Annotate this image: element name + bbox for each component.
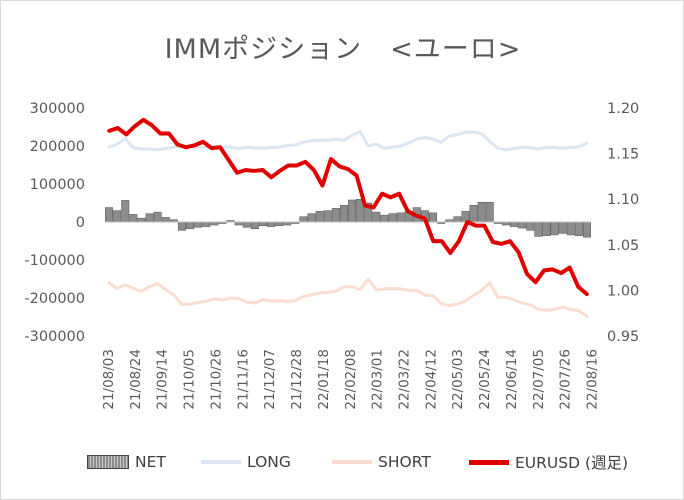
- net-bar: [429, 212, 438, 223]
- x-tick-label: 22/02/08: [343, 349, 359, 410]
- legend-swatch-eurusd: [469, 459, 509, 465]
- net-bar: [299, 216, 308, 223]
- net-bar: [348, 199, 357, 223]
- x-tick-label: 21/10/26: [209, 349, 225, 410]
- net-bar: [550, 221, 559, 236]
- x-axis-ticks: 21/08/03 21/08/24 21/09/14 21/10/05 21/10/26…: [101, 349, 601, 410]
- eurusd-line: [107, 117, 589, 297]
- net-bar: [485, 201, 494, 223]
- net-bar: [534, 221, 543, 237]
- x-tick-label: 22/01/18: [316, 349, 332, 410]
- net-bar: [250, 221, 259, 230]
- y-left-tick-label: -100000: [24, 253, 85, 269]
- net-bar: [161, 217, 170, 223]
- x-tick-label: 22/03/22: [397, 349, 413, 410]
- short-line: [107, 277, 589, 318]
- y-right-tick-label: 1.20: [607, 101, 639, 117]
- net-bar: [526, 221, 535, 231]
- x-tick-label: 21/08/24: [128, 349, 144, 410]
- legend-item-long: LONG: [201, 447, 291, 477]
- net-bar: [137, 217, 146, 223]
- net-bar: [518, 221, 527, 229]
- net-bar: [315, 211, 324, 223]
- y-left-tick-label: -200000: [24, 291, 85, 307]
- legend-label-long: LONG: [247, 453, 291, 471]
- net-bar: [510, 221, 519, 227]
- net-bar: [121, 200, 130, 223]
- legend: NET LONG SHORT EURUSD (週足): [1, 447, 683, 477]
- net-bar: [153, 211, 162, 223]
- net-bar: [331, 208, 340, 223]
- net-bar: [275, 221, 284, 227]
- right-axis-ticks: 1.20 1.15 1.10 1.05 1.00 0.95: [607, 101, 639, 345]
- net-bar: [202, 221, 211, 227]
- net-bar: [267, 221, 276, 227]
- net-bar: [242, 221, 251, 228]
- net-bar: [469, 205, 478, 223]
- y-right-tick-label: 1.15: [607, 147, 639, 163]
- x-tick-label: 21/12/28: [289, 349, 305, 410]
- y-left-tick-label: 300000: [30, 101, 85, 117]
- net-bar: [542, 221, 551, 236]
- x-tick-label: 21/08/03: [101, 349, 117, 410]
- net-bar: [453, 216, 462, 223]
- y-right-tick-label: 0.95: [607, 329, 639, 345]
- x-tick-label: 22/06/14: [504, 349, 520, 410]
- net-bar: [194, 221, 203, 228]
- net-bar: [396, 212, 405, 223]
- legend-item-net: NET: [87, 447, 166, 477]
- net-bar: [129, 214, 138, 223]
- y-left-tick-label: 0: [76, 215, 85, 231]
- net-bar: [258, 221, 267, 227]
- y-right-tick-label: 1.10: [607, 192, 639, 208]
- x-tick-label: 22/05/03: [450, 349, 466, 410]
- chart-title: IMMポジション <ユーロ>: [164, 34, 522, 65]
- net-bar: [145, 213, 154, 223]
- net-bar: [339, 205, 348, 223]
- x-tick-label: 22/07/26: [558, 349, 574, 410]
- x-tick-label: 22/07/05: [531, 349, 547, 410]
- net-bar: [177, 221, 186, 231]
- y-left-tick-label: 200000: [30, 139, 85, 155]
- net-bar: [558, 221, 567, 234]
- net-bar: [372, 211, 381, 223]
- short-series-line: [107, 277, 589, 318]
- x-tick-label: 21/09/14: [155, 349, 171, 410]
- net-bar: [477, 201, 486, 223]
- net-bar: [186, 221, 195, 230]
- legend-swatch-net: [87, 455, 129, 469]
- legend-item-eurusd: EURUSD (週足): [469, 447, 628, 477]
- left-axis-ticks: 300000 200000 100000 0 -100000 -200000 -300000: [24, 101, 85, 345]
- x-tick-label: 22/05/24: [477, 349, 493, 410]
- y-right-tick-label: 1.00: [607, 283, 639, 299]
- x-tick-label: 22/08/16: [585, 349, 601, 410]
- net-bar: [113, 210, 122, 223]
- net-bar: [380, 214, 389, 223]
- net-bar: [323, 210, 332, 223]
- net-bar: [307, 213, 316, 223]
- y-right-tick-label: 1.05: [607, 238, 639, 254]
- x-tick-label: 21/12/07: [262, 349, 278, 410]
- x-tick-label: 22/04/12: [423, 349, 439, 410]
- legend-label-short: SHORT: [378, 453, 431, 471]
- y-left-tick-label: -300000: [24, 329, 85, 345]
- legend-label-net: NET: [135, 453, 166, 471]
- x-tick-label: 21/11/16: [235, 349, 251, 410]
- legend-swatch-long: [201, 460, 241, 464]
- x-tick-label: 21/10/05: [182, 349, 198, 410]
- net-bar: [574, 221, 583, 236]
- net-bar: [388, 213, 397, 223]
- net-bar: [566, 221, 575, 236]
- legend-item-short: SHORT: [332, 447, 431, 477]
- legend-swatch-short: [332, 460, 372, 464]
- net-bar: [582, 221, 591, 238]
- y-left-tick-label: 100000: [30, 177, 85, 193]
- net-bar: [105, 207, 114, 223]
- legend-label-eurusd: EURUSD (週足): [515, 454, 629, 472]
- x-tick-label: 22/03/01: [370, 349, 386, 410]
- eurusd-series-line: [107, 117, 589, 297]
- net-bars: [105, 198, 591, 238]
